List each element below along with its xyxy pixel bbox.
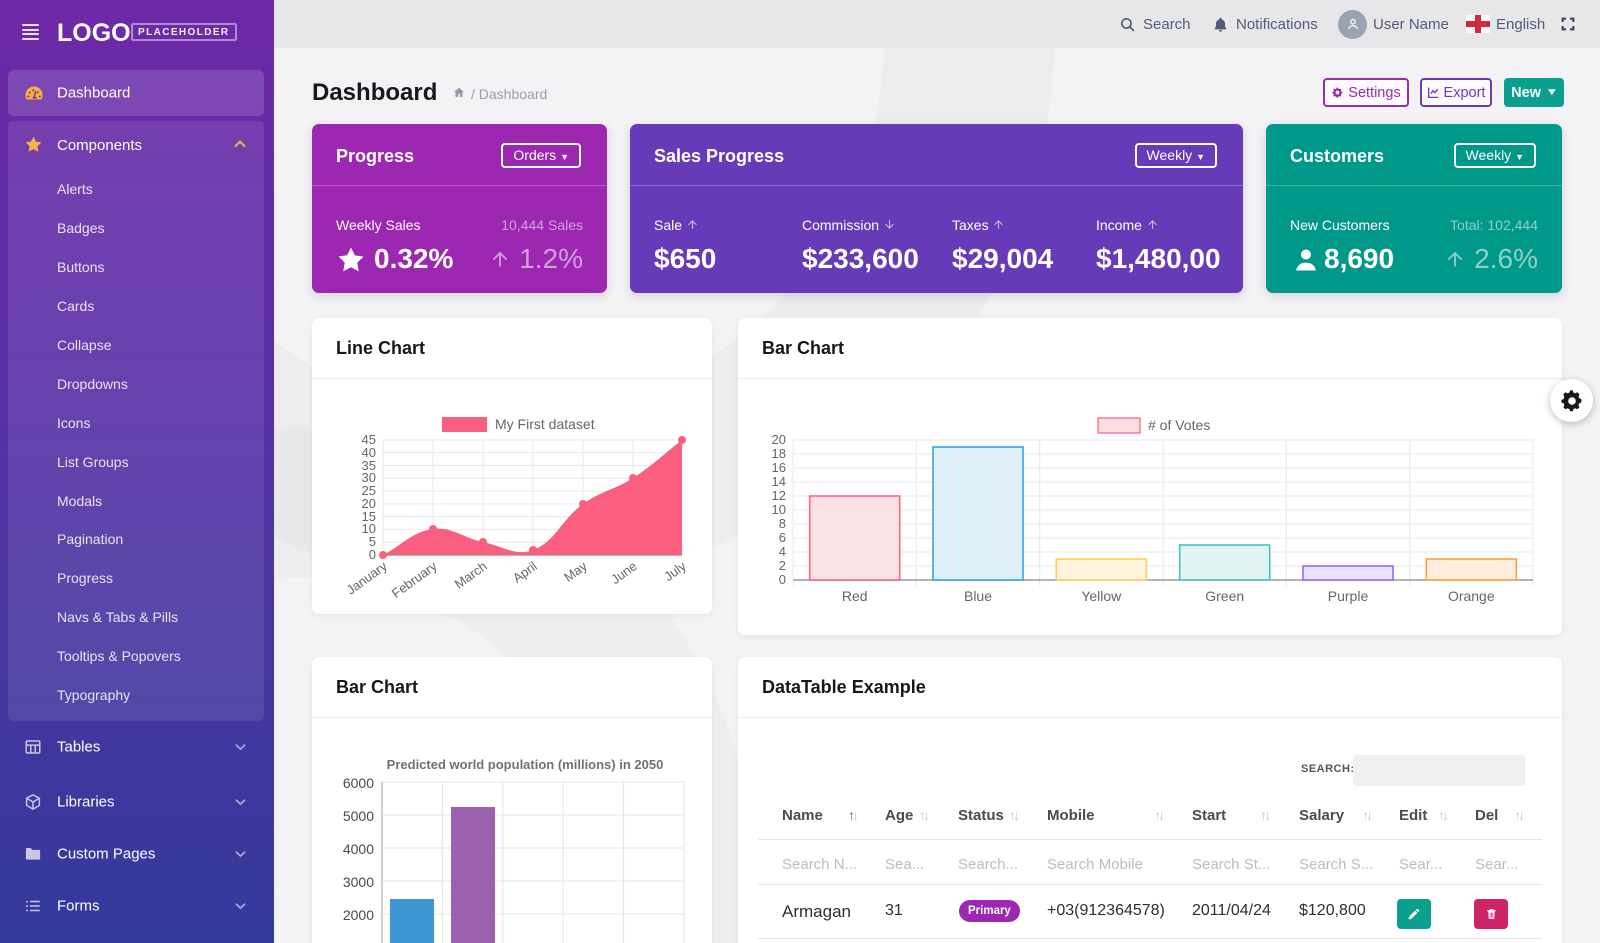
svg-text:6: 6 — [779, 530, 786, 545]
svg-text:Orange: Orange — [1448, 588, 1495, 604]
svg-text:February: February — [389, 558, 440, 601]
svg-text:0: 0 — [369, 547, 376, 562]
svg-text:18: 18 — [772, 446, 786, 461]
svg-text:2000: 2000 — [343, 907, 374, 923]
svg-text:40: 40 — [362, 445, 376, 460]
svg-text:5: 5 — [369, 534, 376, 549]
svg-text:January: January — [344, 558, 391, 598]
svg-text:March: March — [452, 558, 490, 591]
svg-text:April: April — [510, 558, 540, 585]
svg-text:5000: 5000 — [343, 808, 374, 824]
svg-text:16: 16 — [772, 460, 786, 475]
svg-text:June: June — [608, 558, 640, 587]
svg-text:Green: Green — [1205, 588, 1244, 604]
svg-text:Purple: Purple — [1328, 588, 1369, 604]
svg-text:10: 10 — [772, 502, 786, 517]
svg-text:14: 14 — [772, 474, 786, 489]
svg-text:15: 15 — [362, 509, 376, 524]
svg-text:30: 30 — [362, 470, 376, 485]
svg-text:45: 45 — [362, 432, 376, 447]
svg-text:# of Votes: # of Votes — [1148, 417, 1210, 433]
svg-text:Blue: Blue — [964, 588, 992, 604]
svg-text:Red: Red — [842, 588, 868, 604]
svg-text:My First dataset: My First dataset — [495, 416, 595, 432]
svg-text:10: 10 — [362, 521, 376, 536]
svg-text:12: 12 — [772, 488, 786, 503]
svg-text:6000: 6000 — [343, 775, 374, 791]
svg-text:3000: 3000 — [343, 874, 374, 890]
svg-text:0: 0 — [779, 572, 786, 587]
svg-text:May: May — [561, 558, 590, 585]
svg-text:20: 20 — [772, 432, 786, 447]
svg-text:July: July — [661, 558, 689, 584]
svg-text:25: 25 — [362, 483, 376, 498]
svg-text:2: 2 — [779, 558, 786, 573]
svg-text:4: 4 — [779, 544, 786, 559]
svg-text:Yellow: Yellow — [1081, 588, 1122, 604]
svg-text:Predicted world population (mi: Predicted world population (millions) in… — [387, 757, 664, 772]
svg-text:35: 35 — [362, 458, 376, 473]
svg-text:20: 20 — [362, 496, 376, 511]
svg-text:4000: 4000 — [343, 841, 374, 857]
svg-text:8: 8 — [779, 516, 786, 531]
